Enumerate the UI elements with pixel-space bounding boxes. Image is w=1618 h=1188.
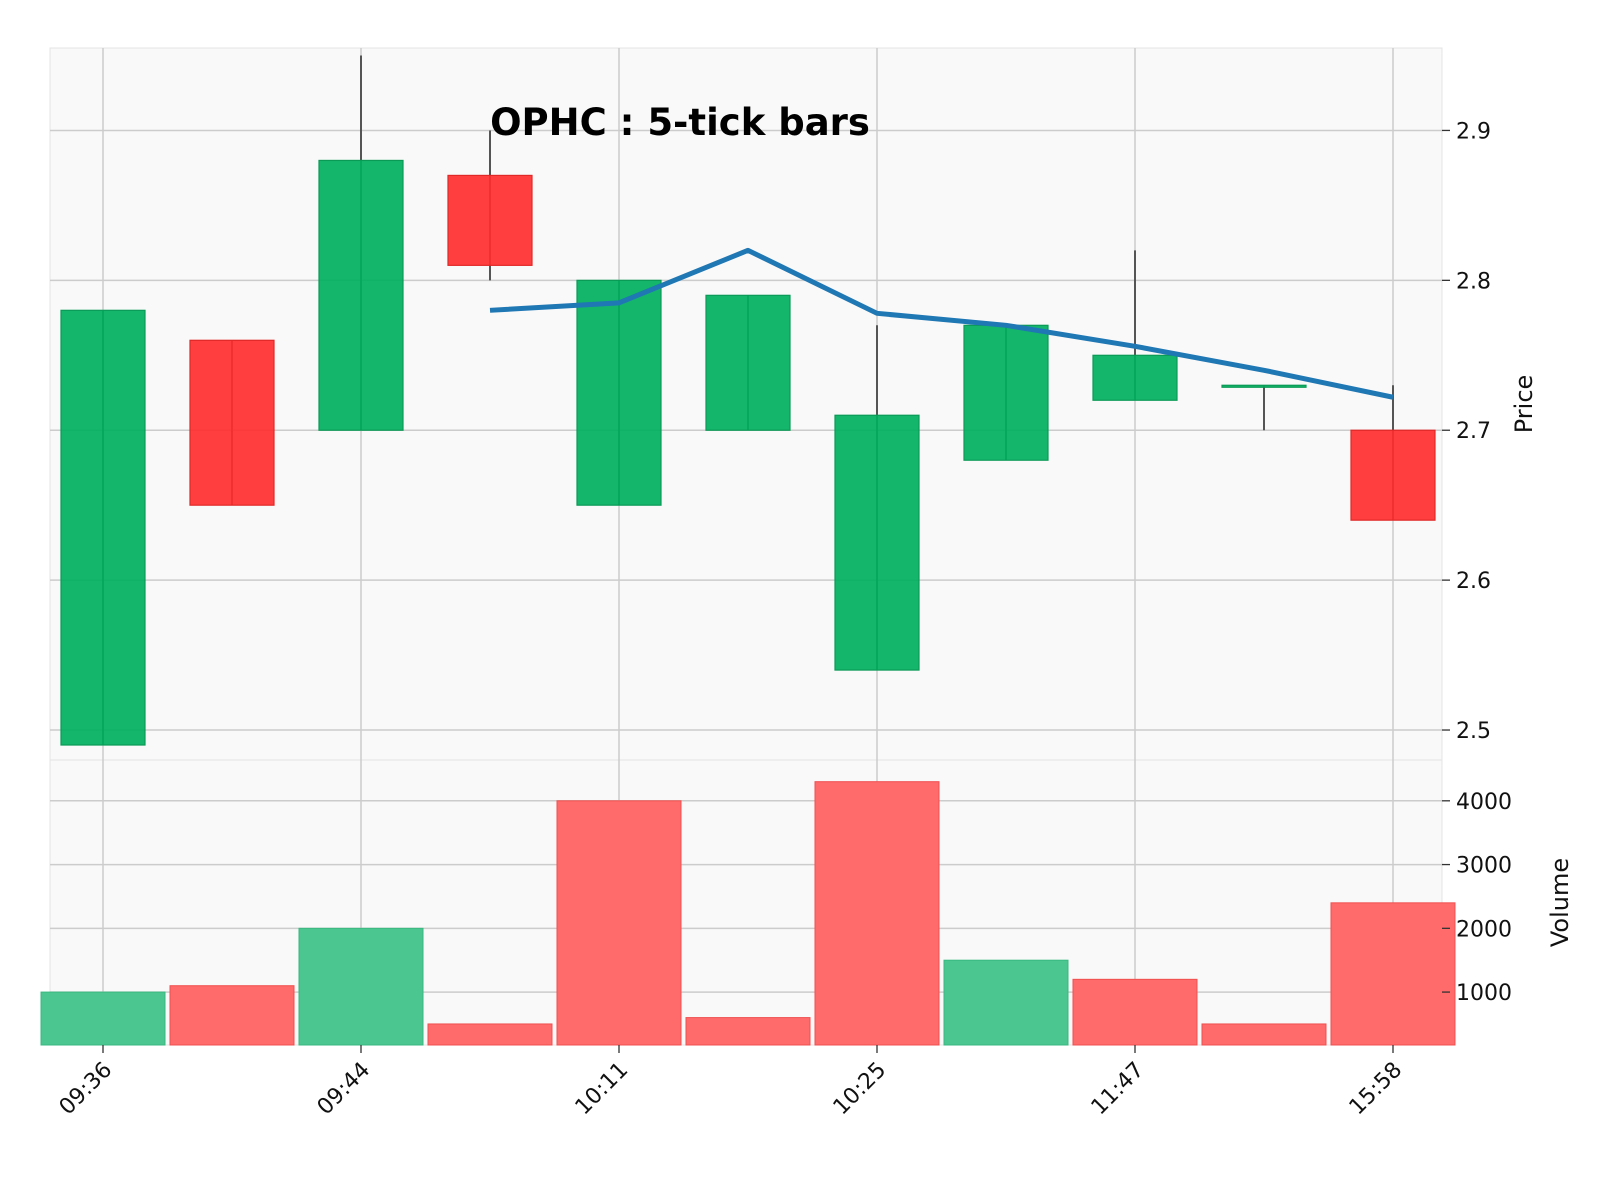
- volume-bar: [1072, 978, 1198, 1046]
- volume-bar: [685, 1017, 811, 1046]
- volume-bar: [556, 800, 682, 1046]
- volume-tick-label: 1000: [1456, 981, 1512, 1006]
- volume-tick-label: 4000: [1456, 790, 1512, 815]
- candle-body: [318, 159, 404, 431]
- volume-tick-label: 2000: [1456, 917, 1512, 942]
- price-tick-label: 2.7: [1456, 419, 1491, 444]
- candle-body: [834, 414, 920, 671]
- volume-bar: [298, 927, 424, 1046]
- chart-title: OPHC : 5-tick bars: [490, 101, 870, 144]
- volume-bar: [814, 781, 940, 1046]
- x-tick-label: 10:11: [571, 1058, 634, 1121]
- candle-body: [1350, 429, 1436, 521]
- moving-average-line: [489, 247, 1394, 400]
- volume-bar: [40, 991, 166, 1046]
- candlesticks: [60, 55, 1436, 746]
- volume-axis-title: Volume: [1546, 858, 1574, 947]
- candle-body: [447, 174, 533, 266]
- x-tick-label: 11:47: [1087, 1058, 1150, 1121]
- price-tick-label: 2.5: [1456, 719, 1491, 744]
- price-axis-title: Price: [1510, 375, 1538, 434]
- candle-body: [963, 324, 1049, 461]
- x-tick-label: 09:36: [55, 1058, 118, 1121]
- candle-body: [189, 339, 275, 506]
- x-tick-label: 10:25: [829, 1058, 892, 1121]
- candle-body: [60, 309, 146, 746]
- x-tick-label: 09:44: [313, 1058, 376, 1121]
- volume-bar: [943, 959, 1069, 1046]
- candle-body: [1092, 354, 1178, 401]
- volume-bar: [169, 985, 295, 1046]
- price-tick-label: 2.8: [1456, 269, 1491, 294]
- price-tick-label: 2.6: [1456, 569, 1491, 594]
- volume-tick-label: 3000: [1456, 854, 1512, 879]
- candle-body: [705, 294, 791, 431]
- x-tick-label: 15:58: [1345, 1058, 1408, 1121]
- volume-bar: [427, 1023, 553, 1046]
- volume-bars: [40, 781, 1456, 1046]
- volume-bar: [1201, 1023, 1327, 1046]
- volume-bar: [1330, 902, 1456, 1046]
- moving-average-layer: [489, 247, 1394, 400]
- candle-body: [576, 279, 662, 506]
- candle-body: [1221, 384, 1307, 388]
- price-tick-label: 2.9: [1456, 119, 1491, 144]
